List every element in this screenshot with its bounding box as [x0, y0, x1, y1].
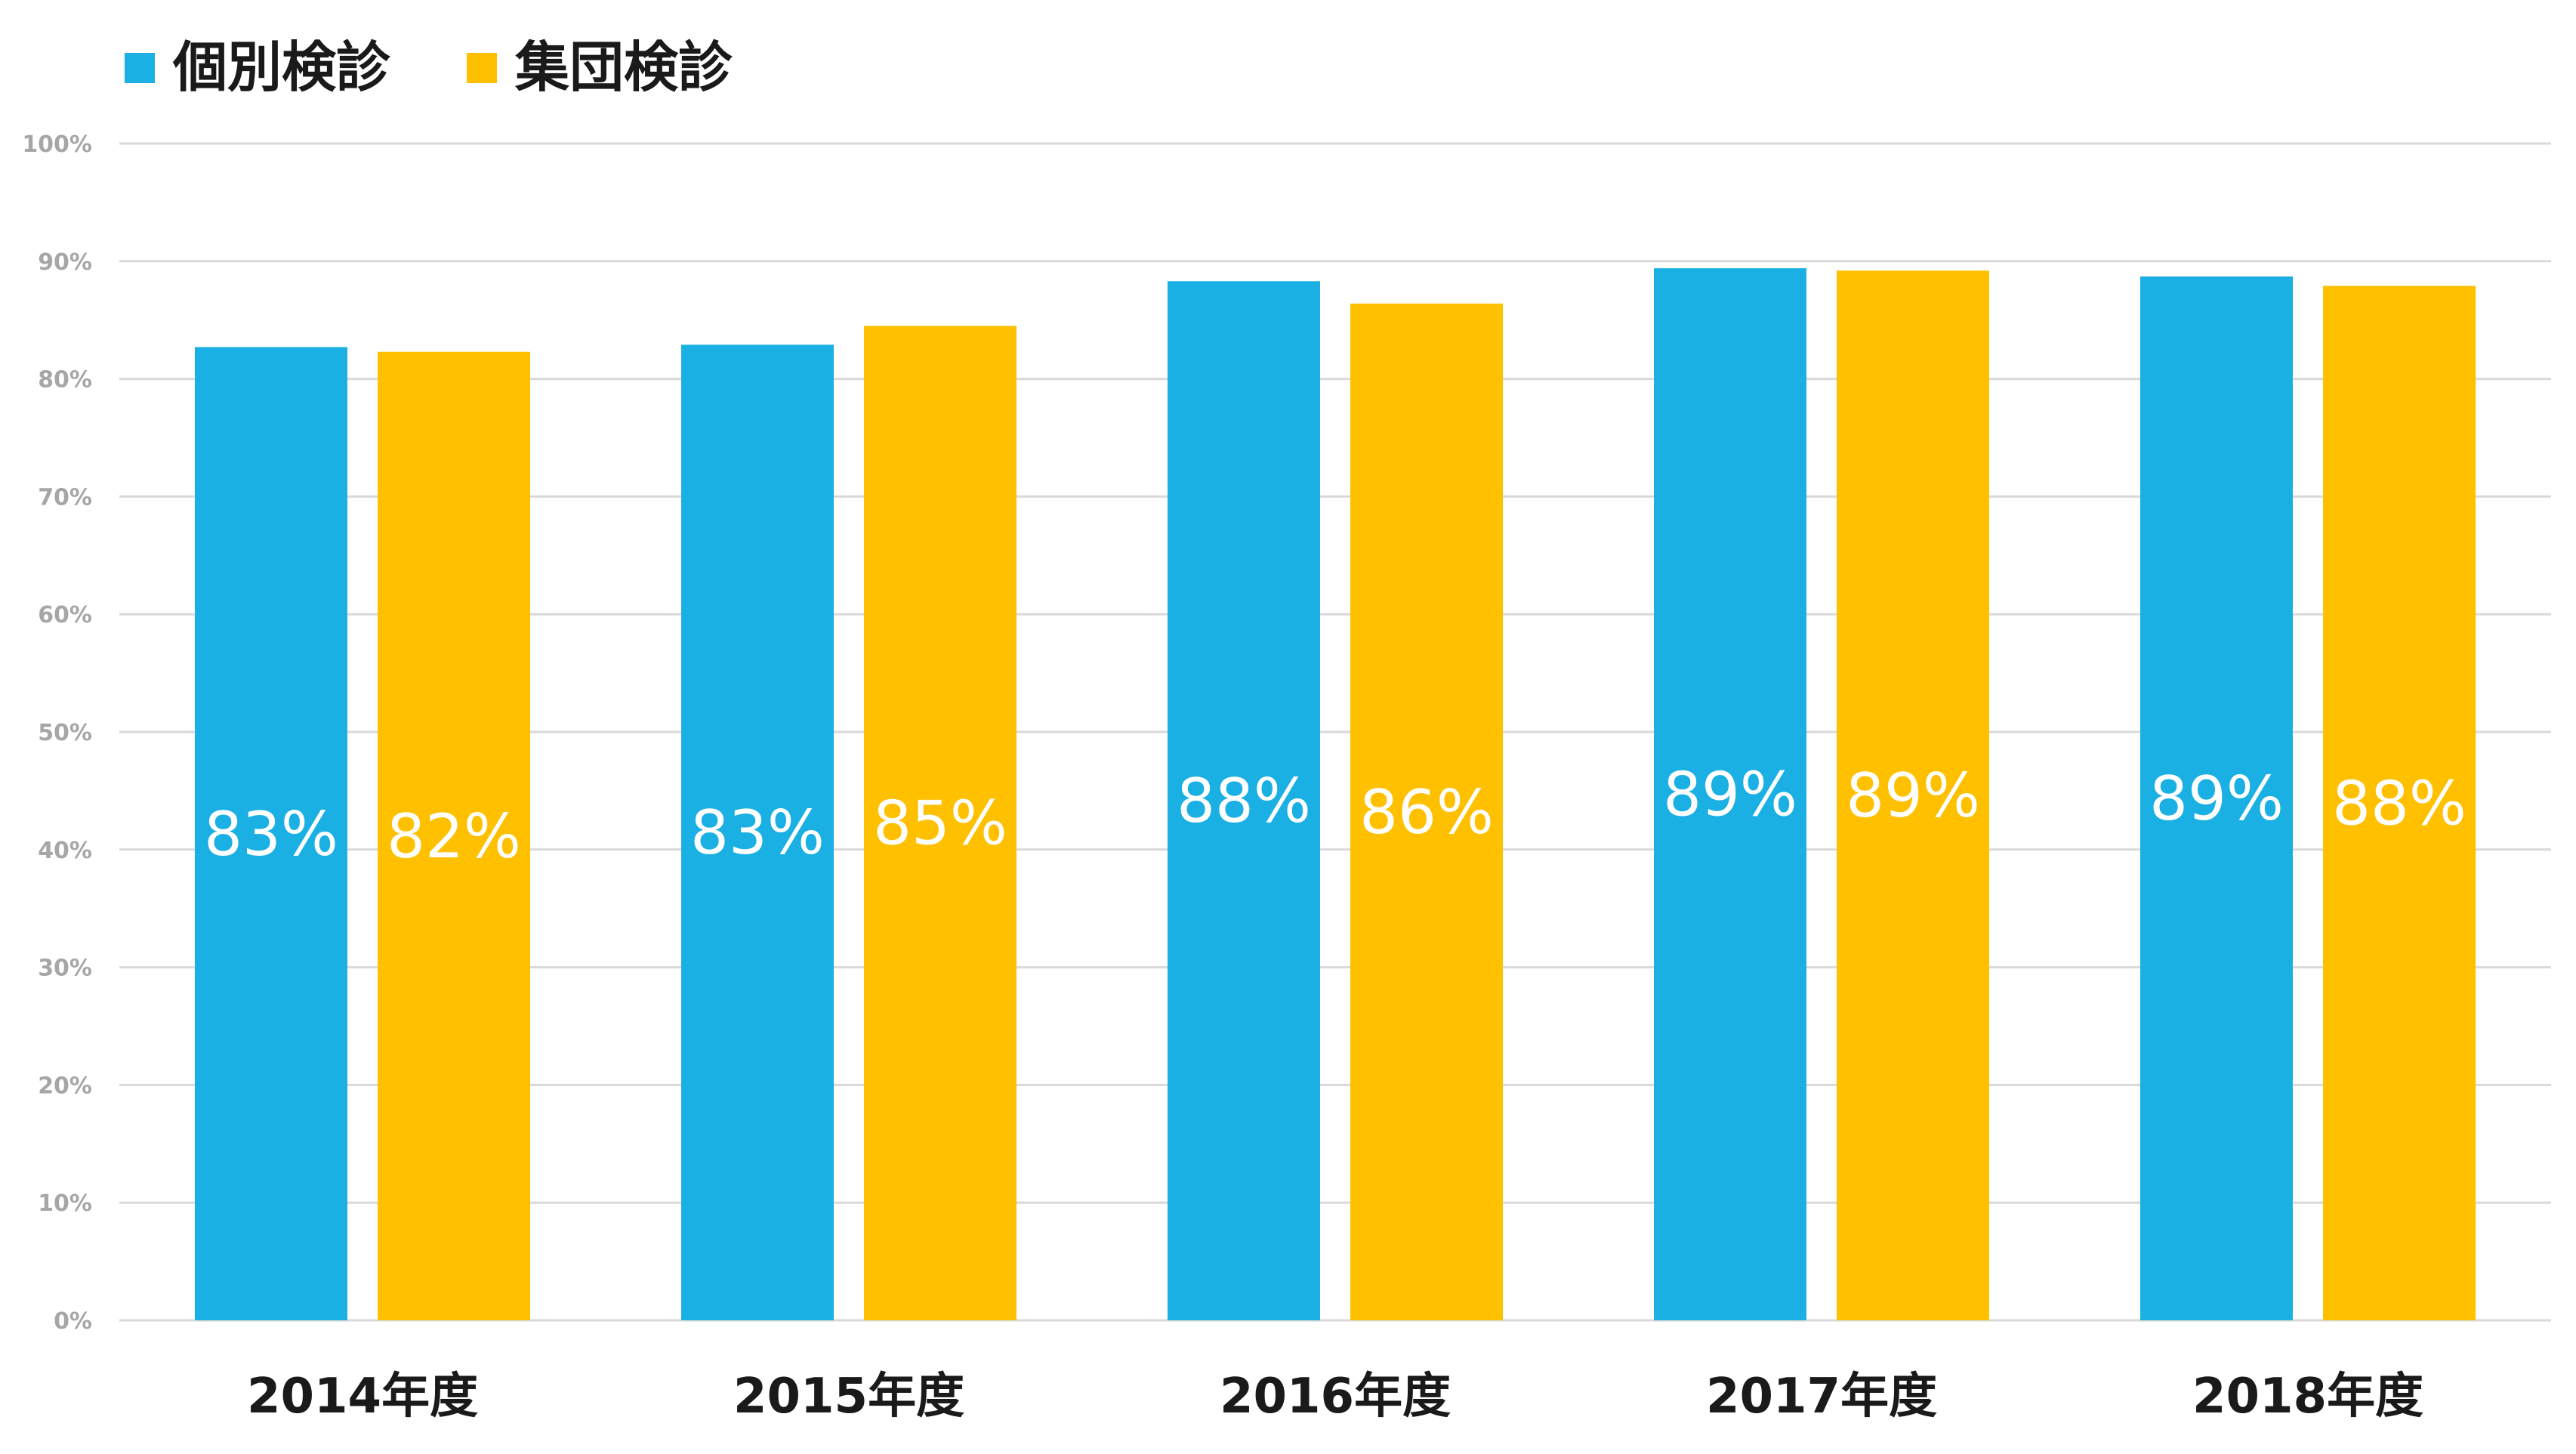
bar-shudan: [2323, 286, 2476, 1320]
bar-kobetsu: [195, 347, 347, 1321]
legend-swatch: [467, 53, 497, 83]
bars: [195, 268, 2476, 1321]
bar-kobetsu: [1168, 281, 1320, 1320]
legend-swatch: [125, 53, 155, 83]
x-tick-label: 2015年度: [733, 1369, 964, 1425]
data-label: 89%: [1846, 761, 1980, 831]
x-tick-label: 2016年度: [1220, 1369, 1451, 1425]
bar-kobetsu: [2140, 276, 2293, 1321]
y-tick-label: 50%: [38, 720, 92, 746]
bar-shudan: [378, 351, 530, 1320]
x-tick-label: 2017年度: [1706, 1369, 1937, 1425]
y-tick-label: 20%: [38, 1073, 92, 1099]
legend-label: 個別検診: [172, 36, 391, 99]
legend-label: 集団検診: [514, 36, 733, 99]
x-tick-label: 2018年度: [2192, 1369, 2423, 1425]
data-label: 83%: [690, 798, 825, 868]
bar-shudan: [1350, 303, 1503, 1321]
data-label: 86%: [1359, 777, 1494, 847]
legend: 個別検診 集団検診: [125, 36, 733, 99]
x-axis: 2014年度 2015年度 2016年度 2017年度 2018年度: [247, 1369, 2423, 1425]
y-axis: 0% 10% 20% 30% 40% 50% 60% 70% 80% 90% 100%: [22, 131, 92, 1335]
data-label: 85%: [873, 789, 1007, 859]
data-label: 88%: [1177, 766, 1311, 836]
data-label: 83%: [204, 799, 338, 869]
bar-shudan: [864, 326, 1017, 1320]
y-tick-label: 60%: [38, 602, 92, 628]
data-label: 82%: [387, 801, 521, 872]
y-tick-label: 40%: [38, 838, 92, 864]
y-tick-label: 90%: [38, 249, 92, 276]
y-tick-label: 0%: [54, 1308, 92, 1335]
bar-shudan: [1837, 270, 1989, 1320]
bar-kobetsu: [681, 344, 834, 1321]
y-tick-label: 70%: [38, 484, 92, 511]
y-tick-label: 30%: [38, 955, 92, 982]
y-tick-label: 100%: [22, 131, 92, 158]
data-labels: 83% 82% 83% 85% 88% 86% 89% 89% 89% 88%: [204, 760, 2466, 872]
x-tick-label: 2014年度: [247, 1369, 478, 1425]
bar-kobetsu: [1654, 268, 1806, 1321]
y-tick-label: 10%: [38, 1190, 92, 1217]
data-label: 89%: [2149, 764, 2284, 834]
y-tick-label: 80%: [38, 367, 92, 394]
data-label: 88%: [2332, 768, 2466, 838]
data-label: 89%: [1663, 760, 1797, 830]
